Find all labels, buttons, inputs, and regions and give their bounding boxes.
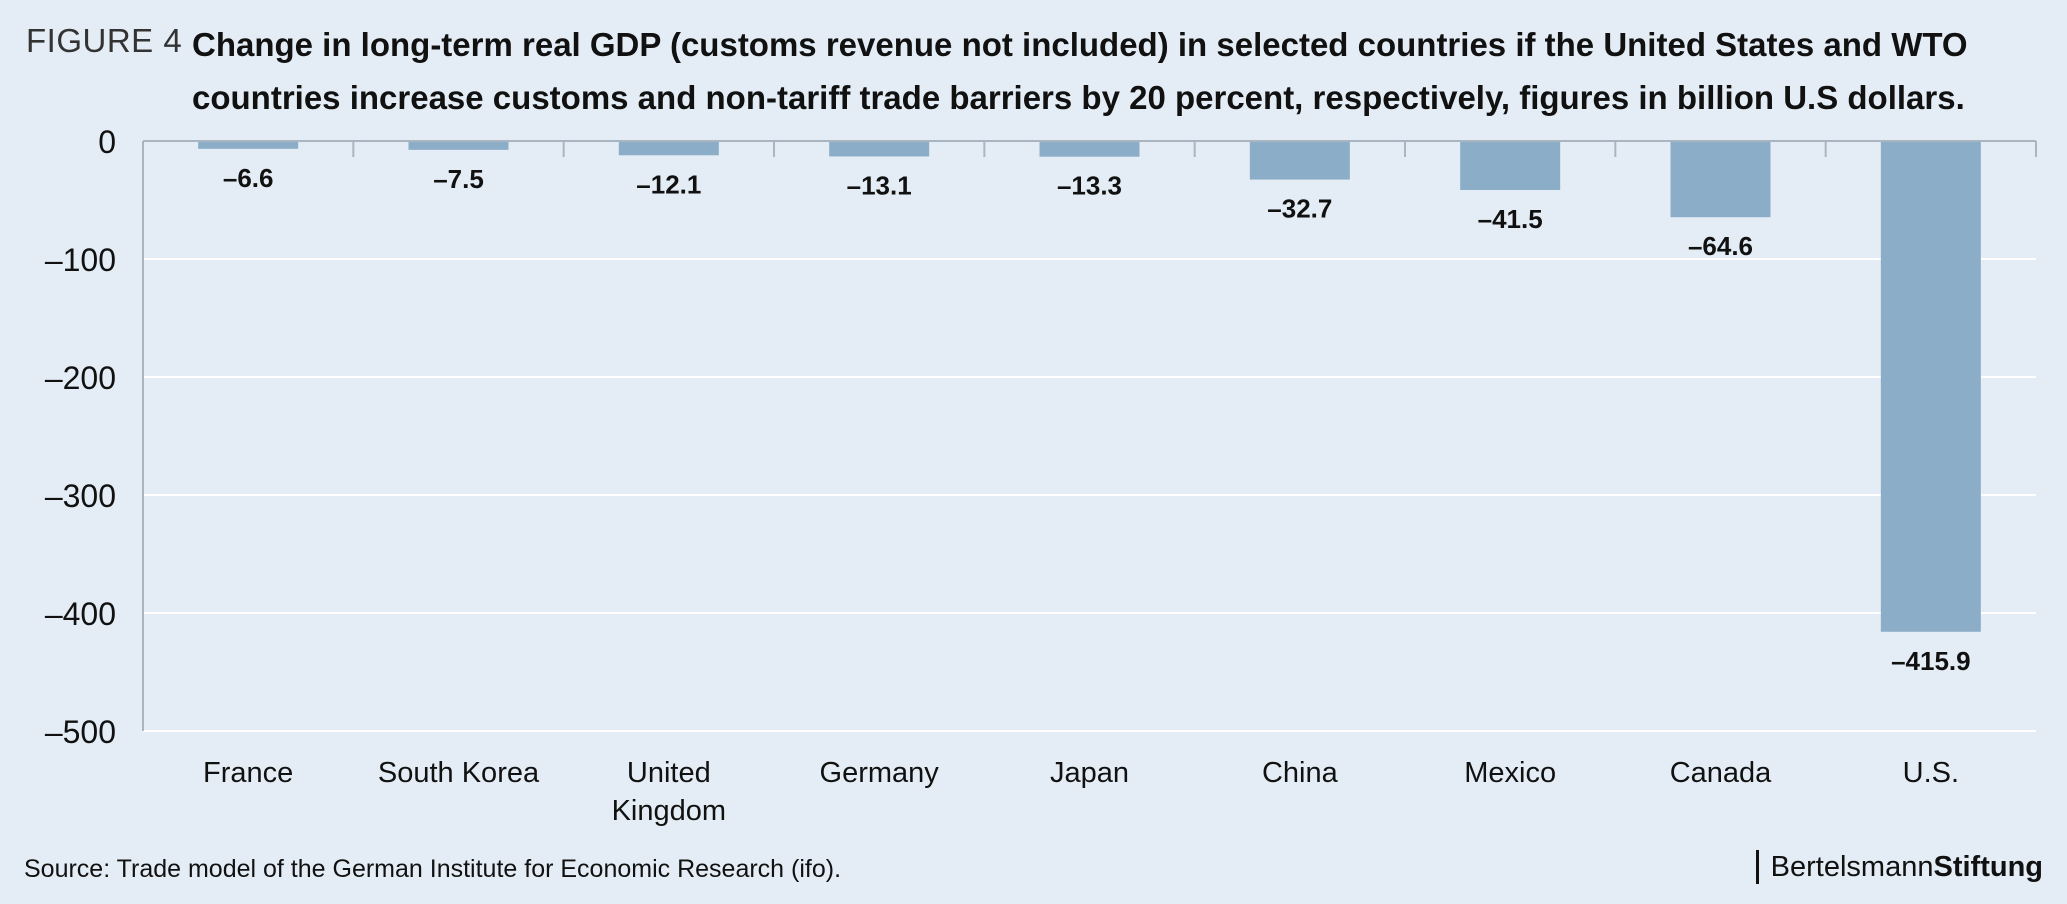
bar: [1460, 141, 1561, 190]
x-tick-label: Mexico: [1464, 757, 1556, 789]
x-tick-label: China: [1262, 757, 1339, 789]
figure-label: FIGURE 4: [26, 22, 183, 59]
x-tick-label: France: [203, 757, 293, 789]
x-tick-label: Japan: [1050, 757, 1129, 789]
y-tick-label: –300: [45, 478, 116, 514]
brand-name-part2: Stiftung: [1933, 851, 2043, 883]
bar: [1249, 141, 1350, 180]
bar: [198, 141, 299, 149]
x-tick-label: U.S.: [1903, 757, 1959, 789]
bar: [829, 141, 930, 157]
y-tick-label: –500: [45, 714, 116, 750]
data-label: –12.1: [636, 169, 701, 199]
y-tick-label: –400: [45, 596, 116, 632]
chart-title: Change in long-term real GDP (customs re…: [192, 26, 1968, 116]
brand-name-part1: Bertelsmann: [1770, 851, 1934, 883]
x-tick-label: Germany: [820, 757, 940, 789]
bar: [1039, 141, 1140, 157]
x-tick-label: Canada: [1670, 757, 1772, 789]
data-label: –13.3: [1057, 171, 1122, 201]
brand-logo: BertelsmannStiftung: [1755, 850, 2043, 884]
data-label: –13.1: [847, 170, 912, 200]
bar: [1880, 141, 1981, 632]
x-tick-label: United: [627, 757, 711, 789]
data-label: –7.5: [433, 164, 484, 194]
source-note: Source: Trade model of the German Instit…: [24, 855, 842, 883]
y-tick-label: –100: [45, 242, 116, 278]
chart-header: FIGURE 4 Change in long-term real GDP (c…: [26, 18, 2036, 124]
bar: [408, 141, 509, 150]
x-tick-label: South Korea: [378, 757, 540, 789]
bar: [1670, 141, 1771, 218]
y-tick-label: 0: [98, 124, 116, 160]
bar-chart: 0 –100 –200 –300 –400 –500 –6.6 France –7.5 South…: [45, 124, 2037, 827]
data-label: –6.6: [223, 163, 274, 193]
x-tick-label: Kingdom: [612, 795, 726, 827]
data-label: –41.5: [1478, 204, 1543, 234]
y-tick-label: –200: [45, 360, 116, 396]
data-label: –64.6: [1688, 231, 1753, 261]
bar: [618, 141, 719, 156]
data-label: –415.9: [1891, 646, 1971, 676]
data-label: –32.7: [1267, 194, 1332, 224]
